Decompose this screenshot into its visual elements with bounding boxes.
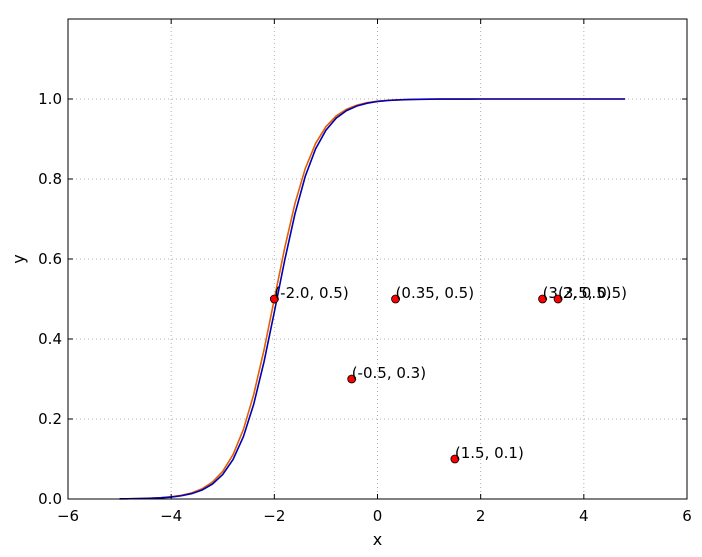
point-annotation: (3.5, 0.5)	[558, 284, 627, 302]
data-point	[347, 374, 357, 384]
x-tick-label: 6	[682, 507, 692, 525]
data-point	[269, 294, 279, 304]
data-point	[553, 294, 563, 304]
series-line-2	[119, 98, 626, 500]
y-tick-label: 1.0	[38, 90, 62, 108]
x-tick-label: 2	[476, 507, 486, 525]
x-tick-label: −2	[263, 507, 285, 525]
y-tick-label: 0.0	[38, 490, 62, 508]
point-annotation: (-0.5, 0.3)	[352, 364, 426, 382]
y-axis-label: y	[9, 254, 28, 263]
series-layer	[119, 98, 626, 500]
y-tick-label: 0.8	[38, 170, 62, 188]
ticks-layer: −6 −4 −2 0 2 4 6 0.0 0.2 0.4 0.6 0.8 1.0	[38, 19, 692, 525]
y-tick-label: 0.2	[38, 410, 62, 428]
data-point	[538, 294, 547, 304]
data-point	[450, 454, 460, 464]
point-annotation: (1.5, 0.1)	[455, 444, 524, 462]
x-tick-label: −4	[160, 507, 182, 525]
point-annotation: (-2.0, 0.5)	[274, 284, 348, 302]
y-tick-label: 0.4	[38, 330, 62, 348]
points-layer: (-2.0, 0.5) (0.35, 0.5) (-0.5, 0.3) (1.5, 0…	[269, 284, 627, 464]
data-point	[391, 294, 400, 304]
x-tick-label: 4	[579, 507, 589, 525]
x-axis-label: x	[373, 530, 382, 549]
y-tick-label: 0.6	[38, 250, 62, 268]
x-tick-label: −6	[57, 507, 79, 525]
x-tick-label: 0	[373, 507, 383, 525]
point-annotation: (0.35, 0.5)	[396, 284, 475, 302]
